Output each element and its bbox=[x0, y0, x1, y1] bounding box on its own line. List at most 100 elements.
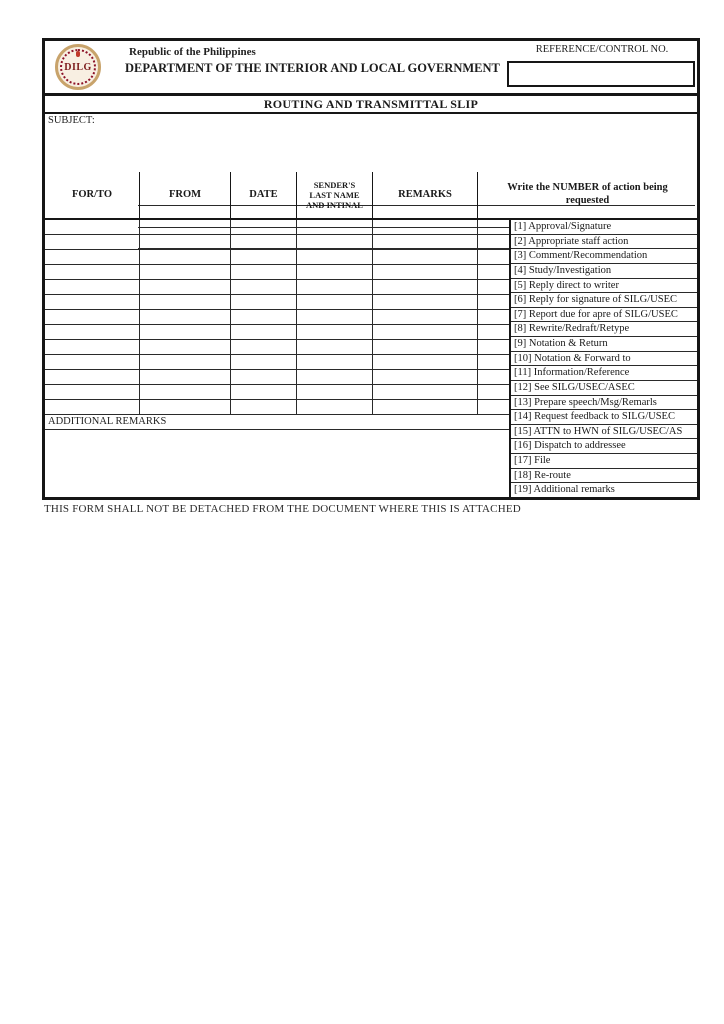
action-item: [15] ATTN to HWN of SILG/USEC/AS bbox=[511, 425, 697, 440]
cell-from[interactable] bbox=[140, 295, 231, 309]
cell-remarks[interactable] bbox=[373, 310, 478, 324]
cell-from[interactable] bbox=[140, 370, 231, 384]
cell-for-to[interactable] bbox=[45, 325, 140, 339]
subject-line-field[interactable] bbox=[138, 192, 695, 206]
cell-for-to[interactable] bbox=[45, 235, 140, 249]
cell-sender-name[interactable] bbox=[297, 340, 373, 354]
col-header-from: FROM bbox=[140, 172, 231, 218]
cell-date[interactable] bbox=[231, 220, 297, 234]
cell-from[interactable] bbox=[140, 265, 231, 279]
cell-remarks[interactable] bbox=[373, 235, 478, 249]
cell-date[interactable] bbox=[231, 265, 297, 279]
cell-sender-name[interactable] bbox=[297, 385, 373, 399]
cell-for-to[interactable] bbox=[45, 310, 140, 324]
cell-action-number[interactable] bbox=[478, 340, 509, 354]
cell-action-number[interactable] bbox=[478, 235, 509, 249]
cell-remarks[interactable] bbox=[373, 385, 478, 399]
cell-action-number[interactable] bbox=[478, 295, 509, 309]
cell-from[interactable] bbox=[140, 385, 231, 399]
subject-line-field[interactable] bbox=[138, 214, 695, 228]
cell-date[interactable] bbox=[231, 385, 297, 399]
cell-action-number[interactable] bbox=[478, 310, 509, 324]
cell-date[interactable] bbox=[231, 235, 297, 249]
cell-action-number[interactable] bbox=[478, 400, 509, 414]
cell-date[interactable] bbox=[231, 295, 297, 309]
cell-action-number[interactable] bbox=[478, 250, 509, 264]
table-row bbox=[45, 385, 509, 400]
cell-action-number[interactable] bbox=[478, 220, 509, 234]
cell-date[interactable] bbox=[231, 370, 297, 384]
cell-from[interactable] bbox=[140, 325, 231, 339]
action-item: [11] Information/Reference bbox=[511, 366, 697, 381]
table-row bbox=[45, 220, 509, 235]
subject-line-field[interactable] bbox=[138, 235, 695, 249]
cell-for-to[interactable] bbox=[45, 340, 140, 354]
cell-remarks[interactable] bbox=[373, 400, 478, 414]
table-row bbox=[45, 355, 509, 370]
cell-from[interactable] bbox=[140, 235, 231, 249]
cell-sender-name[interactable] bbox=[297, 250, 373, 264]
cell-sender-name[interactable] bbox=[297, 325, 373, 339]
cell-sender-name[interactable] bbox=[297, 235, 373, 249]
cell-action-number[interactable] bbox=[478, 265, 509, 279]
cell-from[interactable] bbox=[140, 220, 231, 234]
cell-from[interactable] bbox=[140, 400, 231, 414]
form-title: ROUTING AND TRANSMITTAL SLIP bbox=[263, 96, 479, 111]
cell-date[interactable] bbox=[231, 250, 297, 264]
action-item: [4] Study/Investigation bbox=[511, 264, 697, 279]
subject-label: SUBJECT: bbox=[48, 115, 95, 126]
reference-control-input[interactable] bbox=[507, 61, 695, 87]
cell-from[interactable] bbox=[140, 310, 231, 324]
cell-for-to[interactable] bbox=[45, 220, 140, 234]
cell-action-number[interactable] bbox=[478, 325, 509, 339]
cell-action-number[interactable] bbox=[478, 280, 509, 294]
cell-sender-name[interactable] bbox=[297, 220, 373, 234]
cell-for-to[interactable] bbox=[45, 280, 140, 294]
cell-action-number[interactable] bbox=[478, 385, 509, 399]
cell-date[interactable] bbox=[231, 310, 297, 324]
cell-date[interactable] bbox=[231, 400, 297, 414]
cell-from[interactable] bbox=[140, 340, 231, 354]
cell-sender-name[interactable] bbox=[297, 355, 373, 369]
table-row bbox=[45, 235, 509, 250]
cell-for-to[interactable] bbox=[45, 355, 140, 369]
cell-for-to[interactable] bbox=[45, 385, 140, 399]
cell-remarks[interactable] bbox=[373, 340, 478, 354]
cell-sender-name[interactable] bbox=[297, 265, 373, 279]
footer-note: THIS FORM SHALL NOT BE DETACHED FROM THE… bbox=[44, 503, 521, 515]
action-item: [2] Appropriate staff action bbox=[511, 235, 697, 250]
action-item: [14] Request feedback to SILG/USEC bbox=[511, 410, 697, 425]
cell-sender-name[interactable] bbox=[297, 295, 373, 309]
cell-remarks[interactable] bbox=[373, 280, 478, 294]
cell-remarks[interactable] bbox=[373, 220, 478, 234]
cell-remarks[interactable] bbox=[373, 250, 478, 264]
reference-control-label: REFERENCE/CONTROL NO. bbox=[535, 44, 669, 55]
action-item: [17] File bbox=[511, 454, 697, 469]
cell-for-to[interactable] bbox=[45, 400, 140, 414]
cell-sender-name[interactable] bbox=[297, 310, 373, 324]
cell-remarks[interactable] bbox=[373, 295, 478, 309]
cell-for-to[interactable] bbox=[45, 250, 140, 264]
cell-action-number[interactable] bbox=[478, 355, 509, 369]
cell-remarks[interactable] bbox=[373, 265, 478, 279]
cell-action-number[interactable] bbox=[478, 370, 509, 384]
cell-date[interactable] bbox=[231, 280, 297, 294]
cell-for-to[interactable] bbox=[45, 295, 140, 309]
cell-from[interactable] bbox=[140, 355, 231, 369]
additional-remarks-input[interactable] bbox=[45, 430, 509, 497]
cell-sender-name[interactable] bbox=[297, 370, 373, 384]
cell-from[interactable] bbox=[140, 250, 231, 264]
cell-from[interactable] bbox=[140, 280, 231, 294]
cell-sender-name[interactable] bbox=[297, 400, 373, 414]
cell-date[interactable] bbox=[231, 340, 297, 354]
cell-for-to[interactable] bbox=[45, 370, 140, 384]
cell-remarks[interactable] bbox=[373, 325, 478, 339]
cell-date[interactable] bbox=[231, 355, 297, 369]
table-row bbox=[45, 265, 509, 280]
cell-sender-name[interactable] bbox=[297, 280, 373, 294]
cell-remarks[interactable] bbox=[373, 370, 478, 384]
form-header: DILG Republic of the Philippines DEPARTM… bbox=[45, 41, 697, 93]
cell-remarks[interactable] bbox=[373, 355, 478, 369]
cell-for-to[interactable] bbox=[45, 265, 140, 279]
cell-date[interactable] bbox=[231, 325, 297, 339]
